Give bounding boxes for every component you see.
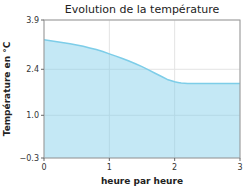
x-tick (174, 158, 175, 161)
x-tick (240, 158, 241, 161)
x-tick-label: 2 (172, 163, 177, 172)
area-line (44, 40, 240, 84)
area-fill (44, 40, 240, 158)
plot-frame (44, 20, 240, 158)
y-tick (41, 158, 44, 159)
y-tick-label: 1.0 (26, 111, 39, 120)
chart: 0 1 2 3 −0.3 1.0 2.4 3.9 heure par heure Températ… (0, 0, 250, 188)
y-tick-label: 3.9 (26, 16, 39, 25)
y-tick (41, 20, 44, 21)
x-axis-label: heure par heure (101, 176, 183, 186)
axes: 0 1 2 3 −0.3 1.0 2.4 3.9 (20, 16, 243, 172)
y-tick-label: −0.3 (20, 154, 39, 163)
y-tick-label: 2.4 (26, 65, 39, 74)
x-tick-label: 1 (107, 163, 112, 172)
y-axis-label: Température en °C (2, 41, 12, 136)
x-tick-label: 3 (237, 163, 242, 172)
y-tick (41, 115, 44, 116)
plot-area (44, 40, 240, 158)
grid (44, 20, 240, 158)
x-tick-label: 0 (41, 163, 46, 172)
y-tick (41, 69, 44, 70)
chart-title: Evolution de la température (65, 3, 220, 16)
chart-container: 0 1 2 3 −0.3 1.0 2.4 3.9 heure par heure Températ… (0, 0, 250, 188)
x-tick (109, 158, 110, 161)
